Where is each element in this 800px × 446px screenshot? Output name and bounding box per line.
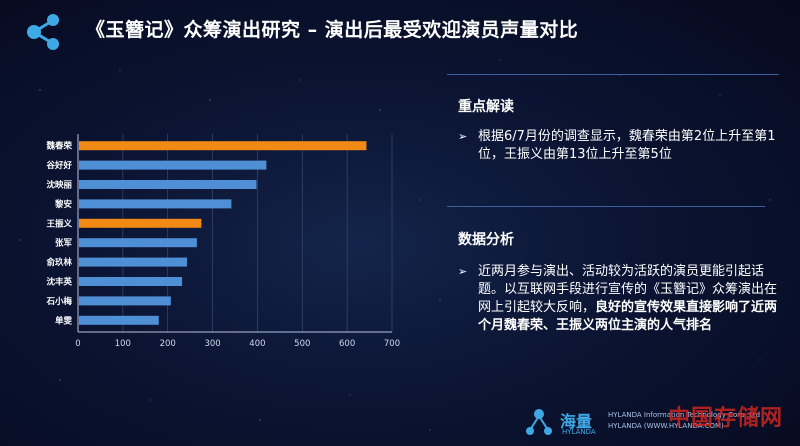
x-tick-label: 400 bbox=[249, 339, 265, 348]
analysis-text: 近两月参与演出、活动较为活跃的演员更能引起话题。以互联网手段进行宣传的《玉簪记》… bbox=[478, 263, 780, 335]
analysis-text-plain: 近两月参与演出、活动较为活跃的演员更能引起话题。以互联网手段进行宣传的《玉簪记》… bbox=[478, 264, 778, 315]
analysis-text-bold: 良好的宣传效果直接影响了近两个月魏春荣、王振义两位主演的人气排名 bbox=[478, 300, 778, 333]
x-tick-label: 100 bbox=[115, 339, 131, 348]
divider-middle bbox=[447, 206, 765, 207]
bar bbox=[79, 277, 183, 286]
section-analysis-title: 数据分析 bbox=[458, 232, 514, 248]
bar bbox=[79, 238, 197, 248]
bar bbox=[79, 257, 188, 267]
bar bbox=[79, 315, 159, 325]
page-title: 《玉簪记》众筹演出研究 – 演出后最受欢迎演员声量对比 bbox=[86, 19, 579, 41]
brand-name-en: HYLANDA bbox=[562, 428, 596, 436]
x-tick-label: 600 bbox=[339, 339, 355, 348]
molecule-logo-icon bbox=[526, 409, 552, 435]
key-insight-bullet: ➢ 根据6/7月份的调查显示，魏春荣由第2位上升至第1位，王振义由第13位上升至… bbox=[458, 128, 780, 164]
network-logo-icon bbox=[27, 14, 59, 50]
category-label: 谷好好 bbox=[45, 160, 72, 171]
brand-url: HYLANDA (WWW.HYLANDA.COM) bbox=[608, 422, 724, 430]
bar bbox=[79, 160, 267, 170]
category-label: 黎安 bbox=[54, 199, 73, 210]
x-tick-label: 500 bbox=[294, 339, 310, 348]
category-label: 沈丰英 bbox=[46, 277, 72, 288]
bar bbox=[79, 141, 367, 151]
category-label: 王振义 bbox=[46, 218, 72, 229]
bar bbox=[79, 199, 232, 209]
category-label: 俞玖林 bbox=[45, 257, 72, 268]
category-label: 单雯 bbox=[55, 315, 73, 326]
category-label: 张军 bbox=[55, 239, 73, 249]
key-insight-text: 根据6/7月份的调查显示，魏春荣由第2位上升至第1位，王振义由第13位上升至第5… bbox=[478, 129, 776, 162]
brand-company: HYLANDA Information Technology Corp.,Ltd bbox=[608, 411, 761, 419]
x-tick-label: 0 bbox=[75, 339, 80, 348]
category-label: 沈映丽 bbox=[46, 180, 72, 191]
divider-top bbox=[447, 74, 779, 75]
x-tick-label: 700 bbox=[384, 339, 400, 348]
bar-chart: 0 100 200 300 400 500 600 700 魏春荣谷好好沈映丽黎安王振义张军俞玖… bbox=[45, 134, 400, 348]
x-tick-label: 300 bbox=[204, 339, 220, 348]
brand-logo: 海量 HYLANDA HYLANDA Information Technolog… bbox=[522, 404, 760, 442]
bar bbox=[79, 296, 171, 306]
section-key-insight-title: 重点解读 bbox=[458, 99, 514, 115]
bullet-arrow-icon: ➢ bbox=[458, 265, 468, 278]
analysis-bullet: ➢ 近两月参与演出、活动较为活跃的演员更能引起话题。以互联网手段进行宣传的《玉簪… bbox=[458, 263, 780, 335]
x-tick-label: 200 bbox=[160, 339, 176, 348]
bar bbox=[79, 180, 257, 189]
watermark: 中国存储网 bbox=[668, 406, 784, 431]
category-label: 石小梅 bbox=[45, 296, 72, 307]
bar bbox=[79, 218, 202, 228]
brand-name-cn: 海量 bbox=[560, 412, 593, 431]
category-label: 魏春荣 bbox=[45, 141, 72, 152]
bullet-arrow-icon: ➢ bbox=[458, 130, 468, 143]
